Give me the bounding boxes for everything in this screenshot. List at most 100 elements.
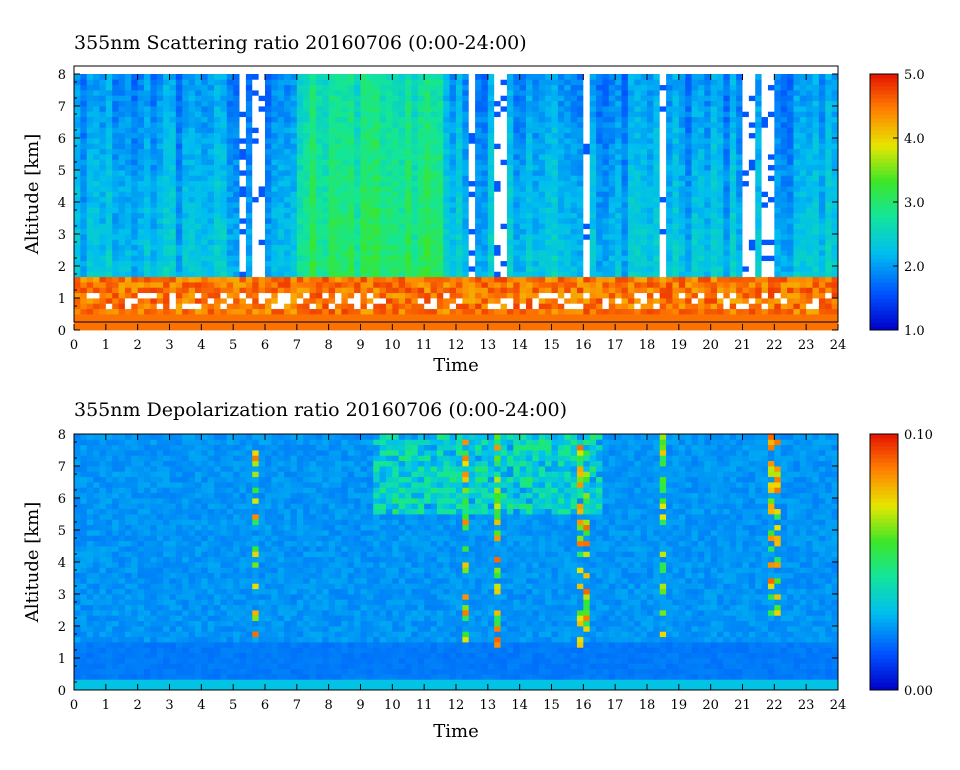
colorbar-swatch <box>870 458 898 463</box>
x-tick-label: 12 <box>448 338 465 353</box>
colorbar-swatch <box>870 546 898 551</box>
colorbar-swatch <box>870 490 898 495</box>
colorbar-swatch <box>870 566 898 571</box>
x-tick-label: 15 <box>543 338 560 353</box>
colorbar-swatch <box>870 90 898 95</box>
colorbar-swatch <box>870 130 898 135</box>
x-axis-ticks: 0 1 2 3 4 5 6 7 8 9 10 11 12 13 14 15 16 17 18 19 20 21 22 23 24 <box>70 434 846 713</box>
colorbar-swatch <box>870 434 898 439</box>
colorbar-swatch <box>870 150 898 155</box>
colorbar-swatch <box>870 530 898 535</box>
colorbar-swatch <box>870 610 898 615</box>
colorbar-swatch <box>870 578 898 583</box>
colorbar-swatch <box>870 142 898 147</box>
colorbar-swatch <box>870 638 898 643</box>
colorbar-swatch <box>870 678 898 683</box>
colorbar-swatch <box>870 526 898 531</box>
colorbar-swatch <box>870 470 898 475</box>
x-tick-label: 2 <box>134 338 142 353</box>
x-tick-label: 22 <box>766 338 783 353</box>
colorbar-swatch <box>870 194 898 199</box>
colorbar-swatch <box>870 122 898 127</box>
colorbar-swatch <box>870 614 898 619</box>
colorbar-swatch <box>870 590 898 595</box>
x-tick-label: 13 <box>480 338 497 353</box>
x-tick-label: 19 <box>671 338 688 353</box>
colorbar-swatch <box>870 562 898 567</box>
colorbar-swatch <box>870 446 898 451</box>
x-tick-label: 0 <box>70 698 78 713</box>
colorbar: 0.00 0.10 <box>869 428 933 699</box>
x-axis-ticks: 0 1 2 3 4 5 6 7 8 9 10 11 12 13 14 15 16 17 18 19 20 21 22 23 24 <box>70 74 846 353</box>
colorbar-swatch <box>870 234 898 239</box>
colorbar-swatch <box>870 606 898 611</box>
colorbar-swatch <box>870 310 898 315</box>
colorbar-swatch <box>870 574 898 579</box>
x-tick-label: 10 <box>384 338 401 353</box>
colorbar-swatch <box>870 442 898 447</box>
colorbar-frame <box>869 433 899 691</box>
colorbar-swatch <box>870 274 898 279</box>
x-tick-label: 3 <box>165 698 173 713</box>
colorbar-swatch <box>870 626 898 631</box>
x-tick-label: 9 <box>356 698 364 713</box>
colorbar-swatch <box>870 622 898 627</box>
x-tick-label: 8 <box>325 698 333 713</box>
colorbar-swatch <box>870 158 898 163</box>
x-tick-label: 10 <box>384 698 401 713</box>
x-tick-label: 13 <box>480 698 497 713</box>
colorbar-swatch <box>870 102 898 107</box>
x-tick-label: 16 <box>575 338 592 353</box>
x-tick-label: 4 <box>197 338 205 353</box>
colorbar-swatch <box>870 650 898 655</box>
colorbar-swatch <box>870 218 898 223</box>
colorbar-swatch <box>870 554 898 559</box>
x-tick-label: 1 <box>102 698 110 713</box>
colorbar-swatch <box>870 258 898 263</box>
x-tick-label: 8 <box>325 338 333 353</box>
colorbar-swatch <box>870 202 898 207</box>
x-tick-label: 11 <box>416 698 433 713</box>
colorbar-swatch <box>870 110 898 115</box>
colorbar-swatch <box>870 126 898 131</box>
colorbar-swatch <box>870 214 898 219</box>
colorbar-tick-label: 3.0 <box>904 196 925 211</box>
x-tick-label: 22 <box>766 698 783 713</box>
y-tick-label: 3 <box>58 588 66 603</box>
y-tick-label: 0 <box>58 684 66 699</box>
colorbar-swatch <box>870 302 898 307</box>
colorbar-tick-label: 1.0 <box>904 324 925 339</box>
x-tick-label: 15 <box>543 698 560 713</box>
x-tick-label: 14 <box>511 338 528 353</box>
colorbar-swatch <box>870 466 898 471</box>
colorbar-swatch <box>870 518 898 523</box>
colorbar-swatch <box>870 538 898 543</box>
y-tick-label: 6 <box>58 492 66 507</box>
colorbar-swatch <box>870 206 898 211</box>
colorbar-swatch <box>870 486 898 491</box>
colorbar-swatch <box>870 86 898 91</box>
colorbar-swatch <box>870 658 898 663</box>
colorbar-swatch <box>870 498 898 503</box>
colorbar-swatch <box>870 106 898 111</box>
colorbar-swatch <box>870 522 898 527</box>
colorbar-swatch <box>870 514 898 519</box>
colorbar-swatch <box>870 318 898 323</box>
scattering-ratio-panel: 355nm Scattering ratio 20160706 (0:00-24… <box>22 32 925 376</box>
colorbar-swatch <box>870 478 898 483</box>
colorbar-swatch <box>870 542 898 547</box>
colorbar-swatch <box>870 294 898 299</box>
y-tick-label: 7 <box>58 460 66 475</box>
colorbar-swatch <box>870 290 898 295</box>
colorbar-swatch <box>870 682 898 687</box>
colorbar-tick-label: 5.0 <box>904 68 925 83</box>
x-tick-label: 2 <box>134 698 142 713</box>
x-axis-label: Time <box>433 355 478 376</box>
x-tick-label: 3 <box>165 338 173 353</box>
colorbar-swatch <box>870 474 898 479</box>
colorbar-swatch <box>870 266 898 271</box>
colorbar-swatch <box>870 314 898 319</box>
colorbar-swatch <box>870 306 898 311</box>
colorbar-swatch <box>870 438 898 443</box>
